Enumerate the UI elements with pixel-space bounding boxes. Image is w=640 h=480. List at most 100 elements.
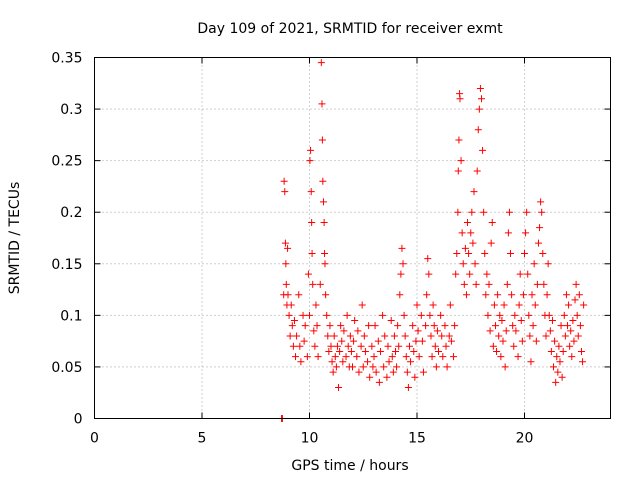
data-point bbox=[364, 358, 372, 366]
x-tick-label: 0 bbox=[90, 431, 99, 447]
data-point bbox=[540, 280, 548, 288]
y-tick-label: 0.15 bbox=[51, 257, 82, 273]
data-point bbox=[428, 353, 436, 361]
data-point bbox=[455, 136, 463, 144]
data-point bbox=[290, 317, 298, 325]
data-point bbox=[437, 311, 445, 319]
data-point bbox=[425, 270, 433, 278]
y-tick-label: 0 bbox=[74, 412, 83, 428]
data-point bbox=[284, 244, 292, 252]
data-point bbox=[281, 188, 289, 196]
data-point bbox=[379, 311, 387, 319]
data-point bbox=[354, 327, 362, 335]
data-point bbox=[433, 327, 441, 335]
data-point bbox=[389, 368, 397, 376]
data-point bbox=[488, 219, 496, 227]
data-point bbox=[489, 342, 497, 350]
data-point bbox=[321, 249, 329, 257]
data-point bbox=[284, 291, 292, 299]
data-point bbox=[461, 244, 469, 252]
x-tick-label: 10 bbox=[301, 431, 319, 447]
data-point bbox=[446, 301, 454, 309]
data-point bbox=[485, 280, 493, 288]
data-point bbox=[417, 311, 425, 319]
data-point bbox=[396, 291, 404, 299]
data-point bbox=[392, 347, 399, 355]
data-point bbox=[469, 239, 477, 247]
data-point bbox=[460, 280, 468, 288]
data-point bbox=[533, 280, 541, 288]
data-point bbox=[331, 353, 339, 361]
data-point bbox=[472, 280, 480, 288]
data-point bbox=[410, 347, 418, 355]
data-point bbox=[393, 363, 401, 371]
y-tick-label: 0.1 bbox=[60, 308, 82, 324]
data-point bbox=[504, 229, 512, 237]
data-point bbox=[483, 270, 491, 278]
data-point bbox=[366, 373, 374, 381]
data-point bbox=[450, 353, 458, 361]
data-point bbox=[399, 260, 407, 268]
data-point bbox=[542, 332, 550, 340]
data-point bbox=[304, 270, 312, 278]
data-point bbox=[413, 301, 421, 309]
data-point bbox=[405, 342, 413, 350]
data-point bbox=[361, 347, 369, 355]
data-point bbox=[349, 363, 356, 371]
data-point bbox=[550, 363, 558, 371]
data-point bbox=[464, 219, 472, 227]
data-point bbox=[300, 337, 308, 345]
data-point bbox=[347, 347, 355, 355]
data-point bbox=[403, 368, 411, 376]
data-point bbox=[333, 342, 341, 350]
data-point bbox=[560, 311, 568, 319]
data-point bbox=[330, 332, 338, 340]
data-point bbox=[281, 239, 289, 247]
data-point bbox=[419, 368, 427, 376]
data-point bbox=[447, 337, 455, 345]
grid bbox=[94, 57, 611, 419]
data-point bbox=[443, 363, 451, 371]
data-point bbox=[568, 353, 576, 361]
data-point bbox=[465, 249, 473, 257]
data-point bbox=[355, 368, 363, 376]
data-point bbox=[287, 301, 295, 309]
data-point bbox=[368, 342, 376, 350]
data-point bbox=[537, 198, 545, 206]
data-point bbox=[571, 296, 579, 304]
data-point bbox=[490, 301, 498, 309]
data-point bbox=[484, 311, 492, 319]
data-point bbox=[412, 337, 420, 345]
data-point bbox=[303, 353, 311, 361]
data-point bbox=[353, 353, 361, 361]
data-point bbox=[430, 322, 438, 330]
data-point bbox=[579, 358, 587, 366]
data-point bbox=[491, 322, 499, 330]
data-point bbox=[553, 353, 561, 361]
data-point bbox=[376, 347, 384, 355]
data-point bbox=[577, 347, 585, 355]
data-point bbox=[570, 337, 578, 345]
data-point bbox=[295, 291, 303, 299]
data-point bbox=[438, 332, 446, 340]
data-point bbox=[282, 260, 290, 268]
data-point bbox=[311, 342, 319, 350]
data-point bbox=[487, 239, 495, 247]
data-point bbox=[496, 311, 504, 319]
data-point bbox=[429, 301, 437, 309]
data-point bbox=[519, 291, 527, 299]
x-tick-label: 5 bbox=[198, 431, 207, 447]
data-point bbox=[332, 363, 340, 371]
data-point bbox=[573, 311, 581, 319]
y-axis-label: SRMTID / TECUs bbox=[7, 182, 23, 295]
data-point bbox=[424, 255, 432, 263]
data-point bbox=[308, 249, 316, 257]
data-point bbox=[312, 301, 320, 309]
data-point bbox=[474, 126, 482, 134]
data-point bbox=[374, 337, 382, 345]
data-point bbox=[318, 100, 326, 108]
data-point bbox=[552, 378, 560, 386]
data-point bbox=[358, 301, 366, 309]
data-point bbox=[466, 270, 474, 278]
